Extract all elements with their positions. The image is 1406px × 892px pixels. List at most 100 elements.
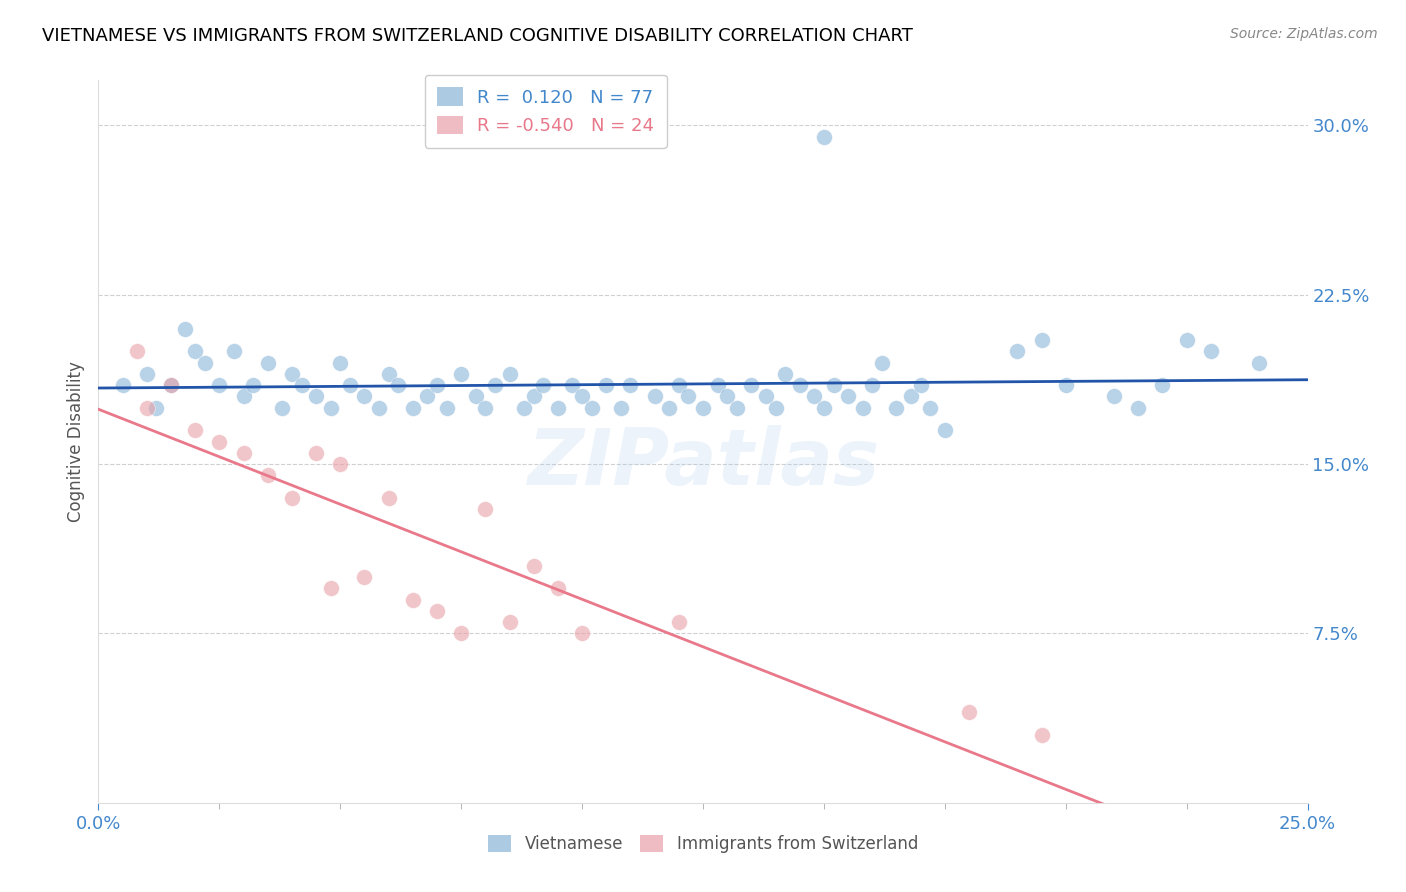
Point bbox=[813, 129, 835, 144]
Point bbox=[329, 457, 352, 471]
Y-axis label: Cognitive Disability: Cognitive Disability bbox=[66, 361, 84, 522]
Point bbox=[160, 378, 183, 392]
Point bbox=[668, 615, 690, 630]
Point bbox=[402, 592, 425, 607]
Point bbox=[145, 401, 167, 415]
Point bbox=[581, 401, 603, 415]
Point bbox=[571, 389, 593, 403]
Point bbox=[222, 344, 245, 359]
Point bbox=[1102, 389, 1125, 403]
Point bbox=[1152, 378, 1174, 392]
Point bbox=[619, 378, 641, 392]
Point bbox=[1249, 355, 1271, 369]
Point bbox=[1031, 728, 1053, 742]
Point bbox=[934, 423, 956, 437]
Point bbox=[547, 582, 569, 596]
Point bbox=[886, 401, 908, 415]
Point bbox=[716, 389, 738, 403]
Point bbox=[377, 491, 399, 505]
Point bbox=[135, 367, 157, 381]
Point bbox=[474, 401, 496, 415]
Text: VIETNAMESE VS IMMIGRANTS FROM SWITZERLAND COGNITIVE DISABILITY CORRELATION CHART: VIETNAMESE VS IMMIGRANTS FROM SWITZERLAN… bbox=[42, 27, 912, 45]
Point bbox=[678, 389, 700, 403]
Point bbox=[803, 389, 825, 403]
Point bbox=[464, 389, 486, 403]
Point bbox=[232, 389, 254, 403]
Point bbox=[610, 401, 633, 415]
Point bbox=[813, 401, 835, 415]
Point bbox=[281, 491, 304, 505]
Point bbox=[339, 378, 361, 392]
Point bbox=[823, 378, 845, 392]
Point bbox=[368, 401, 391, 415]
Point bbox=[194, 355, 217, 369]
Point bbox=[658, 401, 681, 415]
Point bbox=[837, 389, 859, 403]
Point bbox=[498, 367, 520, 381]
Point bbox=[353, 389, 375, 403]
Point bbox=[773, 367, 796, 381]
Point bbox=[1128, 401, 1150, 415]
Point bbox=[706, 378, 728, 392]
Point bbox=[319, 401, 342, 415]
Point bbox=[271, 401, 294, 415]
Point bbox=[1175, 333, 1198, 347]
Point bbox=[531, 378, 554, 392]
Point bbox=[319, 582, 342, 596]
Point bbox=[208, 434, 231, 449]
Point bbox=[755, 389, 778, 403]
Point bbox=[416, 389, 439, 403]
Point bbox=[957, 706, 980, 720]
Point bbox=[523, 389, 546, 403]
Point bbox=[127, 344, 149, 359]
Text: ZIPatlas: ZIPatlas bbox=[527, 425, 879, 501]
Point bbox=[450, 626, 472, 640]
Point bbox=[474, 502, 496, 516]
Point bbox=[377, 367, 399, 381]
Point bbox=[498, 615, 520, 630]
Point bbox=[290, 378, 312, 392]
Point bbox=[523, 558, 546, 573]
Point bbox=[789, 378, 811, 392]
Point bbox=[513, 401, 536, 415]
Point bbox=[852, 401, 875, 415]
Point bbox=[740, 378, 762, 392]
Point bbox=[232, 446, 254, 460]
Point bbox=[920, 401, 942, 415]
Point bbox=[900, 389, 922, 403]
Point bbox=[242, 378, 264, 392]
Point bbox=[547, 401, 569, 415]
Point bbox=[1031, 333, 1053, 347]
Point bbox=[870, 355, 893, 369]
Point bbox=[1007, 344, 1029, 359]
Point bbox=[353, 570, 375, 584]
Point bbox=[765, 401, 787, 415]
Point bbox=[426, 378, 449, 392]
Point bbox=[644, 389, 666, 403]
Point bbox=[450, 367, 472, 381]
Legend: Vietnamese, Immigrants from Switzerland: Vietnamese, Immigrants from Switzerland bbox=[481, 828, 925, 860]
Point bbox=[184, 423, 207, 437]
Point bbox=[426, 604, 449, 618]
Point bbox=[561, 378, 583, 392]
Text: Source: ZipAtlas.com: Source: ZipAtlas.com bbox=[1230, 27, 1378, 41]
Point bbox=[595, 378, 617, 392]
Point bbox=[860, 378, 883, 392]
Point bbox=[402, 401, 425, 415]
Point bbox=[208, 378, 231, 392]
Point bbox=[305, 446, 328, 460]
Point bbox=[135, 401, 157, 415]
Point bbox=[174, 321, 197, 335]
Point bbox=[692, 401, 714, 415]
Point bbox=[387, 378, 409, 392]
Point bbox=[160, 378, 183, 392]
Point bbox=[329, 355, 352, 369]
Point bbox=[111, 378, 134, 392]
Point bbox=[305, 389, 328, 403]
Point bbox=[571, 626, 593, 640]
Point bbox=[281, 367, 304, 381]
Point bbox=[668, 378, 690, 392]
Point bbox=[910, 378, 932, 392]
Point bbox=[184, 344, 207, 359]
Point bbox=[1054, 378, 1077, 392]
